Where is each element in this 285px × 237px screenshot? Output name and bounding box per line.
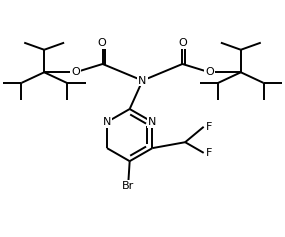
Text: O: O — [98, 38, 106, 48]
Text: F: F — [205, 122, 212, 132]
Text: N: N — [138, 76, 147, 86]
Text: N: N — [148, 117, 156, 127]
Text: O: O — [205, 67, 214, 77]
Text: N: N — [103, 117, 111, 127]
Text: Br: Br — [122, 181, 134, 191]
Text: O: O — [179, 38, 187, 48]
Text: O: O — [71, 67, 80, 77]
Text: F: F — [205, 148, 212, 158]
